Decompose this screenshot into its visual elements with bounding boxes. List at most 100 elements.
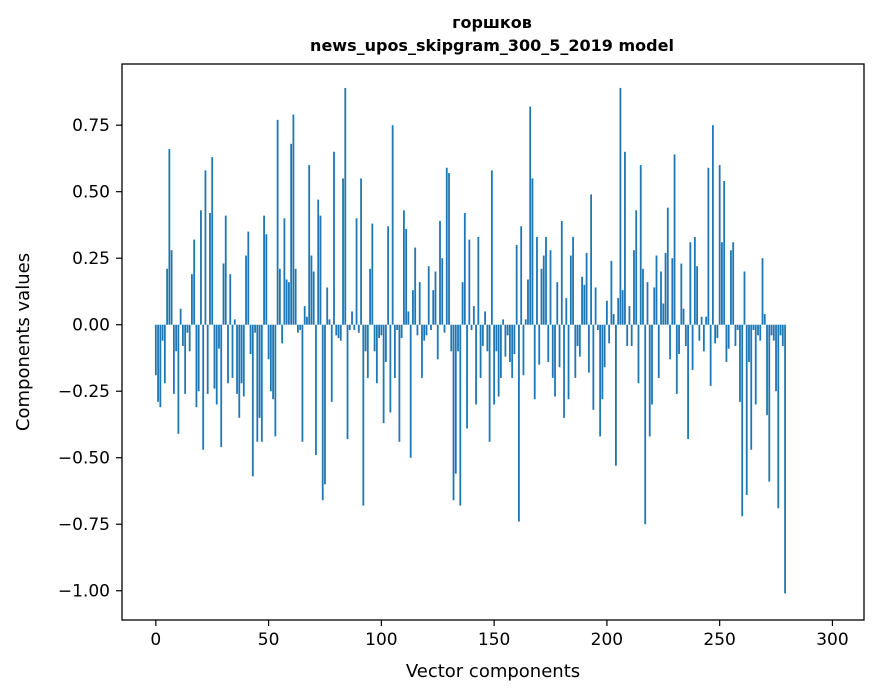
bar-68 <box>308 165 311 325</box>
bar-23 <box>206 324 209 394</box>
bar-260 <box>741 324 744 517</box>
bar-41 <box>247 231 250 325</box>
bar-197 <box>599 324 602 437</box>
bar-173 <box>545 236 547 325</box>
bar-38 <box>240 324 243 384</box>
bar-13 <box>184 324 187 394</box>
bar-0 <box>154 324 157 376</box>
bar-278 <box>781 324 784 346</box>
bar-87 <box>351 311 353 325</box>
bar-6 <box>168 149 171 325</box>
bar-170 <box>538 324 541 365</box>
bar-243 <box>702 324 705 352</box>
bar-169 <box>536 236 538 325</box>
bar-189 <box>581 276 583 325</box>
bar-218 <box>646 282 649 325</box>
bar-235 <box>684 324 687 346</box>
bar-234 <box>682 308 685 325</box>
bar-128 <box>443 324 446 333</box>
bar-220 <box>651 324 653 405</box>
bar-124 <box>434 271 437 325</box>
bar-261 <box>743 271 746 325</box>
bar-141 <box>472 306 475 325</box>
bar-143 <box>477 236 480 325</box>
bar-164 <box>524 319 527 325</box>
bar-2 <box>159 324 162 408</box>
bar-95 <box>369 268 371 325</box>
bar-21 <box>202 324 205 450</box>
bar-273 <box>770 324 773 336</box>
bar-123 <box>432 290 435 325</box>
bar-101 <box>382 324 385 424</box>
bar-245 <box>707 167 710 325</box>
bar-67 <box>306 316 308 325</box>
bar-92 <box>362 324 365 506</box>
bar-236 <box>687 324 689 440</box>
bar-244 <box>705 316 708 325</box>
bar-115 <box>414 247 417 325</box>
bar-90 <box>357 324 360 333</box>
bar-83 <box>342 178 344 325</box>
bar-93 <box>364 324 367 352</box>
bar-77 <box>328 319 331 325</box>
bar-85 <box>346 324 349 440</box>
x-axis-ticks: 0 50 100 150 200 250 300 <box>150 620 849 650</box>
bar-14 <box>186 324 189 333</box>
bar-267 <box>757 324 759 336</box>
bar-5 <box>166 268 168 325</box>
bar-71 <box>315 324 317 456</box>
bar-53 <box>274 324 277 437</box>
bar-255 <box>730 250 732 325</box>
bar-112 <box>407 311 410 325</box>
bar-177 <box>554 324 556 397</box>
bar-194 <box>592 324 595 410</box>
bar-96 <box>371 223 374 325</box>
bar-111 <box>405 228 408 325</box>
bar-248 <box>714 324 717 344</box>
bar-98 <box>375 324 378 384</box>
bar-211 <box>630 324 633 346</box>
bar-117 <box>418 282 421 325</box>
bar-134 <box>457 324 459 352</box>
bar-113 <box>409 324 412 458</box>
bar-156 <box>506 324 509 336</box>
bar-266 <box>754 324 757 405</box>
bar-39 <box>242 324 245 397</box>
bar-52 <box>272 324 274 400</box>
bar-17 <box>193 239 196 325</box>
bar-37 <box>238 324 241 418</box>
bar-43 <box>251 324 254 477</box>
bar-264 <box>750 324 753 450</box>
bar-152 <box>497 324 500 397</box>
bar-57 <box>283 218 286 325</box>
bar-172 <box>542 255 545 325</box>
x-tick-label: 300 <box>816 630 848 650</box>
bar-174 <box>547 324 550 362</box>
bar-200 <box>605 300 608 325</box>
bar-202 <box>610 260 613 325</box>
y-tick-label: −0.75 <box>58 515 110 535</box>
bar-121 <box>427 266 430 325</box>
bar-196 <box>596 324 599 331</box>
bar-59 <box>287 282 290 325</box>
bar-272 <box>768 324 771 482</box>
bar-175 <box>549 250 552 325</box>
bar-206 <box>619 87 622 325</box>
bar-168 <box>533 324 536 400</box>
bar-66 <box>303 306 306 325</box>
bar-107 <box>396 324 399 331</box>
y-axis-ticks: −1.00 −0.75 −0.50 −0.25 0.00 0.25 0.50 0.75 <box>58 116 122 602</box>
bar-165 <box>527 279 529 325</box>
bar-240 <box>696 266 698 325</box>
bar-79 <box>333 151 335 325</box>
bar-225 <box>662 303 665 325</box>
bar-190 <box>583 284 586 325</box>
x-tick-label: 100 <box>365 630 397 650</box>
bar-195 <box>594 287 597 325</box>
bar-212 <box>633 250 635 325</box>
bar-274 <box>772 324 775 341</box>
bar-42 <box>249 324 252 354</box>
bar-270 <box>763 314 766 325</box>
bar-29 <box>220 324 223 448</box>
y-tick-label: 0.75 <box>72 116 110 136</box>
